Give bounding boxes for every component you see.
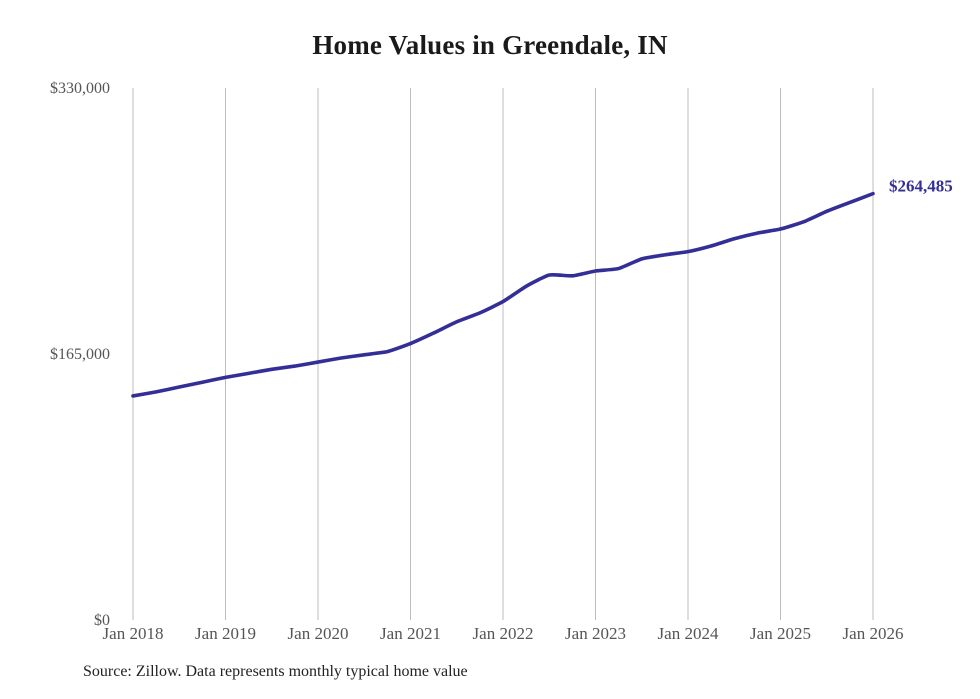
y-tick-label: $165,000 xyxy=(50,346,110,363)
x-tick-label: Jan 2024 xyxy=(658,624,719,643)
x-tick-label: Jan 2018 xyxy=(103,624,164,643)
x-tick-label: Jan 2020 xyxy=(288,624,349,643)
series-line-0 xyxy=(131,191,875,398)
x-axis-tick-labels: Jan 2018 Jan 2019 Jan 2020 Jan 2021 Jan 2022… xyxy=(103,624,904,643)
y-tick-label: $330,000 xyxy=(50,80,110,97)
x-tick-label: Jan 2019 xyxy=(195,624,256,643)
x-tick-label: Jan 2026 xyxy=(843,624,904,643)
x-tick-label: Jan 2021 xyxy=(380,624,441,643)
y-axis-tick-labels: $330,000 $165,000 $0 xyxy=(50,80,110,629)
gridlines xyxy=(132,88,874,620)
source-note: Source: Zillow. Data represents monthly … xyxy=(83,663,468,680)
y-tick-label: $0 xyxy=(94,612,110,629)
endpoint-value-label: $264,485 xyxy=(889,177,953,196)
chart-title: Home Values in Greendale, IN xyxy=(312,30,668,60)
x-tick-label: Jan 2025 xyxy=(750,624,811,643)
endpoint-annotation: $264,485 xyxy=(889,177,953,196)
x-tick-label: Jan 2023 xyxy=(565,624,626,643)
data-series xyxy=(131,191,875,398)
x-tick-label: Jan 2022 xyxy=(473,624,534,643)
